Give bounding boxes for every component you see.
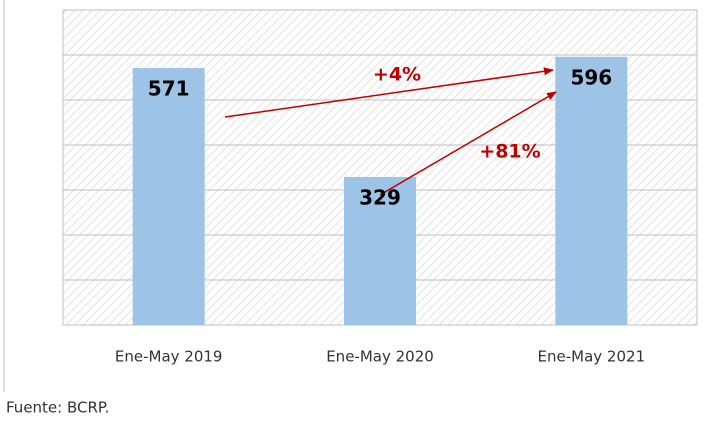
annotation: +4% bbox=[373, 64, 421, 86]
x-tick-label: Ene-May 2019 bbox=[115, 348, 223, 366]
source-note: Fuente: BCRP. bbox=[6, 399, 109, 417]
arrow bbox=[224, 67, 554, 118]
arrow bbox=[379, 91, 557, 196]
bar bbox=[344, 176, 416, 325]
annotation: +81% bbox=[479, 141, 540, 163]
value-label: 596 bbox=[570, 65, 612, 89]
value-label: 571 bbox=[148, 77, 190, 101]
bar bbox=[132, 68, 205, 326]
bar bbox=[555, 56, 628, 326]
x-tick-label: Ene-May 2020 bbox=[326, 348, 434, 366]
value-label: 329 bbox=[359, 185, 401, 209]
x-tick-label: Ene-May 2021 bbox=[538, 348, 646, 366]
